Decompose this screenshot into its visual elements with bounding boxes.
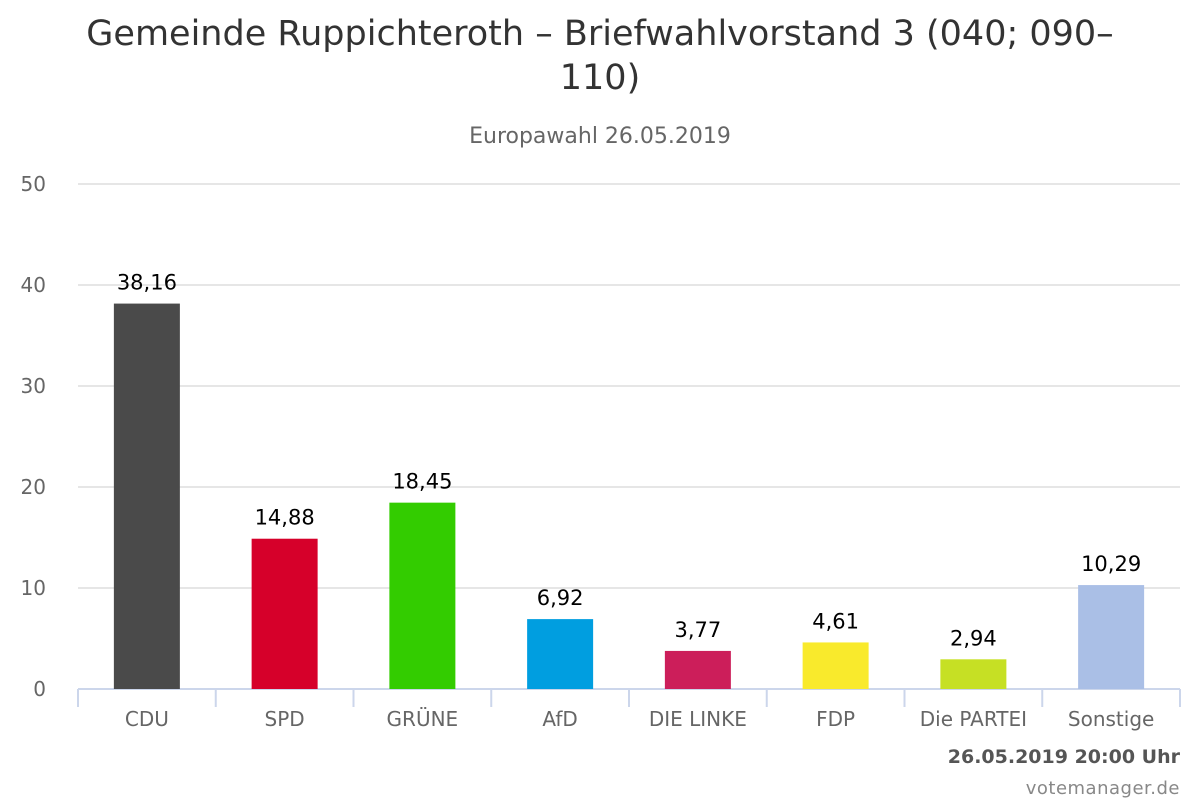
bar-spd [251,538,318,689]
data-label: 3,77 [674,618,721,642]
data-label: 4,61 [812,609,859,633]
data-label: 2,94 [950,626,997,650]
y-tick-label: 50 [21,172,46,196]
x-tick-label: FDP [816,707,855,731]
bar-cdu [113,303,180,689]
y-tick-label: 20 [21,475,46,499]
y-tick-label: 30 [21,374,46,398]
bar-die-linke [664,650,731,689]
x-tick-label: SPD [265,707,305,731]
data-label: 14,88 [255,506,315,530]
bar-afd [527,619,594,689]
data-label: 38,16 [117,271,177,295]
data-label: 18,45 [392,470,452,494]
data-label: 6,92 [537,586,584,610]
chart-title: Gemeinde Ruppichteroth – Briefwahlvorsta… [86,14,1114,98]
x-tick-label: CDU [125,707,169,731]
bar-die-partei [940,659,1007,689]
y-tick-label: 10 [21,576,46,600]
x-tick-label: DIE LINKE [649,707,747,731]
x-tick-label: Sonstige [1068,707,1154,731]
footer-credit: votemanager.de [1025,778,1180,799]
y-tick-label: 0 [33,677,46,701]
data-label: 10,29 [1081,552,1141,576]
footer-timestamp: 26.05.2019 20:00 Uhr [947,746,1180,768]
bar-fdp [802,642,869,689]
x-tick-label: AfD [542,707,577,731]
chart-subtitle: Europawahl 26.05.2019 [469,124,731,149]
y-tick-label: 40 [21,273,46,297]
bar-sonstige [1078,585,1145,689]
x-tick-label: GRÜNE [387,707,459,731]
x-tick-label: Die PARTEI [920,707,1027,731]
bar-gr-ne [389,502,456,689]
